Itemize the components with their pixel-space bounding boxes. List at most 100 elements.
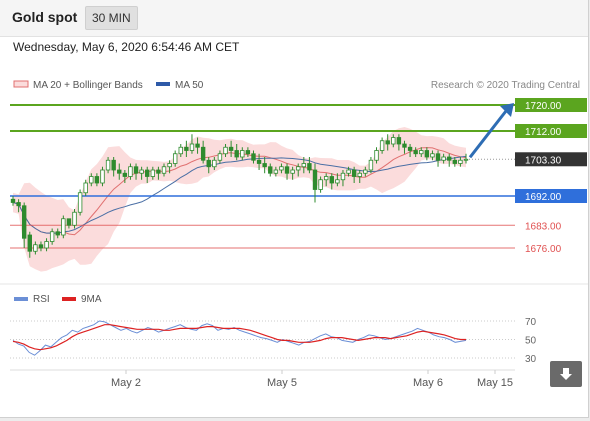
candle-body	[145, 169, 150, 177]
candle	[458, 157, 463, 167]
candle	[234, 144, 239, 161]
candle	[72, 209, 77, 229]
chart-header: Gold spot 30 MIN	[0, 0, 588, 37]
candle-body	[100, 169, 105, 184]
candle	[346, 166, 351, 177]
candle-body	[94, 176, 100, 184]
candle-body	[55, 231, 60, 236]
candle	[83, 179, 88, 196]
candle-body	[413, 150, 418, 155]
candle	[396, 134, 402, 151]
candle-body	[402, 143, 407, 148]
candle-body	[184, 146, 189, 151]
candle	[61, 215, 66, 239]
candle	[312, 163, 318, 203]
candle-body	[128, 166, 133, 177]
candle	[447, 153, 452, 167]
candle-body	[200, 146, 206, 161]
candle	[77, 189, 83, 216]
candle	[184, 140, 189, 157]
candle	[452, 157, 458, 167]
candle-body	[33, 244, 38, 252]
candle-body	[89, 176, 94, 184]
candle-body	[318, 179, 323, 190]
candle	[44, 238, 49, 252]
candle	[150, 166, 156, 180]
candle-body	[379, 140, 385, 151]
candle	[240, 147, 245, 161]
candle	[256, 153, 262, 170]
candle	[340, 170, 346, 187]
candle-body	[66, 218, 72, 226]
candle-body	[329, 176, 334, 184]
candle-body	[391, 137, 396, 145]
candle-body	[396, 137, 402, 145]
candle-body	[458, 159, 463, 164]
candle	[307, 157, 312, 174]
candle-body	[217, 153, 223, 161]
candle	[301, 157, 307, 174]
candle	[374, 147, 379, 164]
candle	[318, 176, 323, 193]
candle-body	[27, 234, 32, 252]
candle	[385, 134, 390, 151]
candle-body	[172, 153, 178, 164]
candle	[413, 147, 418, 157]
candle-body	[133, 166, 139, 174]
rsi-ma-legend-swatch	[62, 297, 76, 301]
candle-body	[279, 166, 284, 171]
candle-body	[212, 159, 217, 168]
rsi-line	[12, 320, 467, 356]
rsi-tick-label: 30	[525, 354, 537, 365]
candle-body	[240, 150, 245, 158]
candle-body	[335, 179, 340, 184]
candle	[206, 157, 211, 174]
rsi-panel: 70 50 30	[10, 317, 537, 365]
candle	[391, 134, 396, 148]
candle-body	[262, 163, 267, 168]
resistance-2-tag	[515, 98, 587, 112]
candle	[407, 144, 413, 157]
candlesticks	[10, 134, 469, 258]
moving-averages	[12, 147, 467, 236]
candle-body	[161, 166, 167, 174]
resistance-1-label: 1712.00	[525, 127, 562, 138]
candle-body	[223, 146, 228, 155]
candle-body	[156, 169, 161, 174]
rsi-legend-label: RSI	[33, 294, 50, 305]
candle-body	[61, 218, 66, 236]
candle	[223, 144, 228, 157]
download-button[interactable]	[550, 361, 582, 387]
candle-body	[273, 169, 279, 174]
candle-body	[189, 143, 195, 151]
ma20-line	[12, 147, 467, 236]
target-arrow-head	[500, 103, 514, 117]
timeframe-badge[interactable]: 30 MIN	[85, 6, 138, 30]
candle	[245, 147, 251, 157]
candle	[262, 157, 267, 174]
candle	[49, 228, 55, 245]
candle-body	[150, 169, 156, 177]
research-credit: Research © 2020 Trading Central	[431, 80, 580, 91]
bollinger-legend-swatch	[13, 80, 29, 88]
candle	[105, 157, 111, 174]
candle	[145, 166, 150, 183]
candle-body	[351, 169, 357, 177]
candle-body	[368, 159, 374, 171]
candle-body	[228, 146, 234, 151]
rsi-legend: RSI 9MA	[14, 294, 102, 305]
candle	[156, 166, 161, 180]
candle	[128, 163, 133, 180]
ma50-legend-swatch	[156, 82, 170, 86]
candle	[21, 202, 27, 248]
candle	[167, 160, 172, 174]
candle	[100, 166, 105, 187]
support-1-tag	[515, 189, 587, 203]
candle	[335, 173, 340, 187]
candle-body	[251, 153, 256, 161]
candle-body	[268, 166, 273, 174]
candle	[290, 166, 295, 180]
candle	[55, 228, 60, 239]
candle	[435, 150, 441, 167]
candle	[200, 140, 206, 164]
